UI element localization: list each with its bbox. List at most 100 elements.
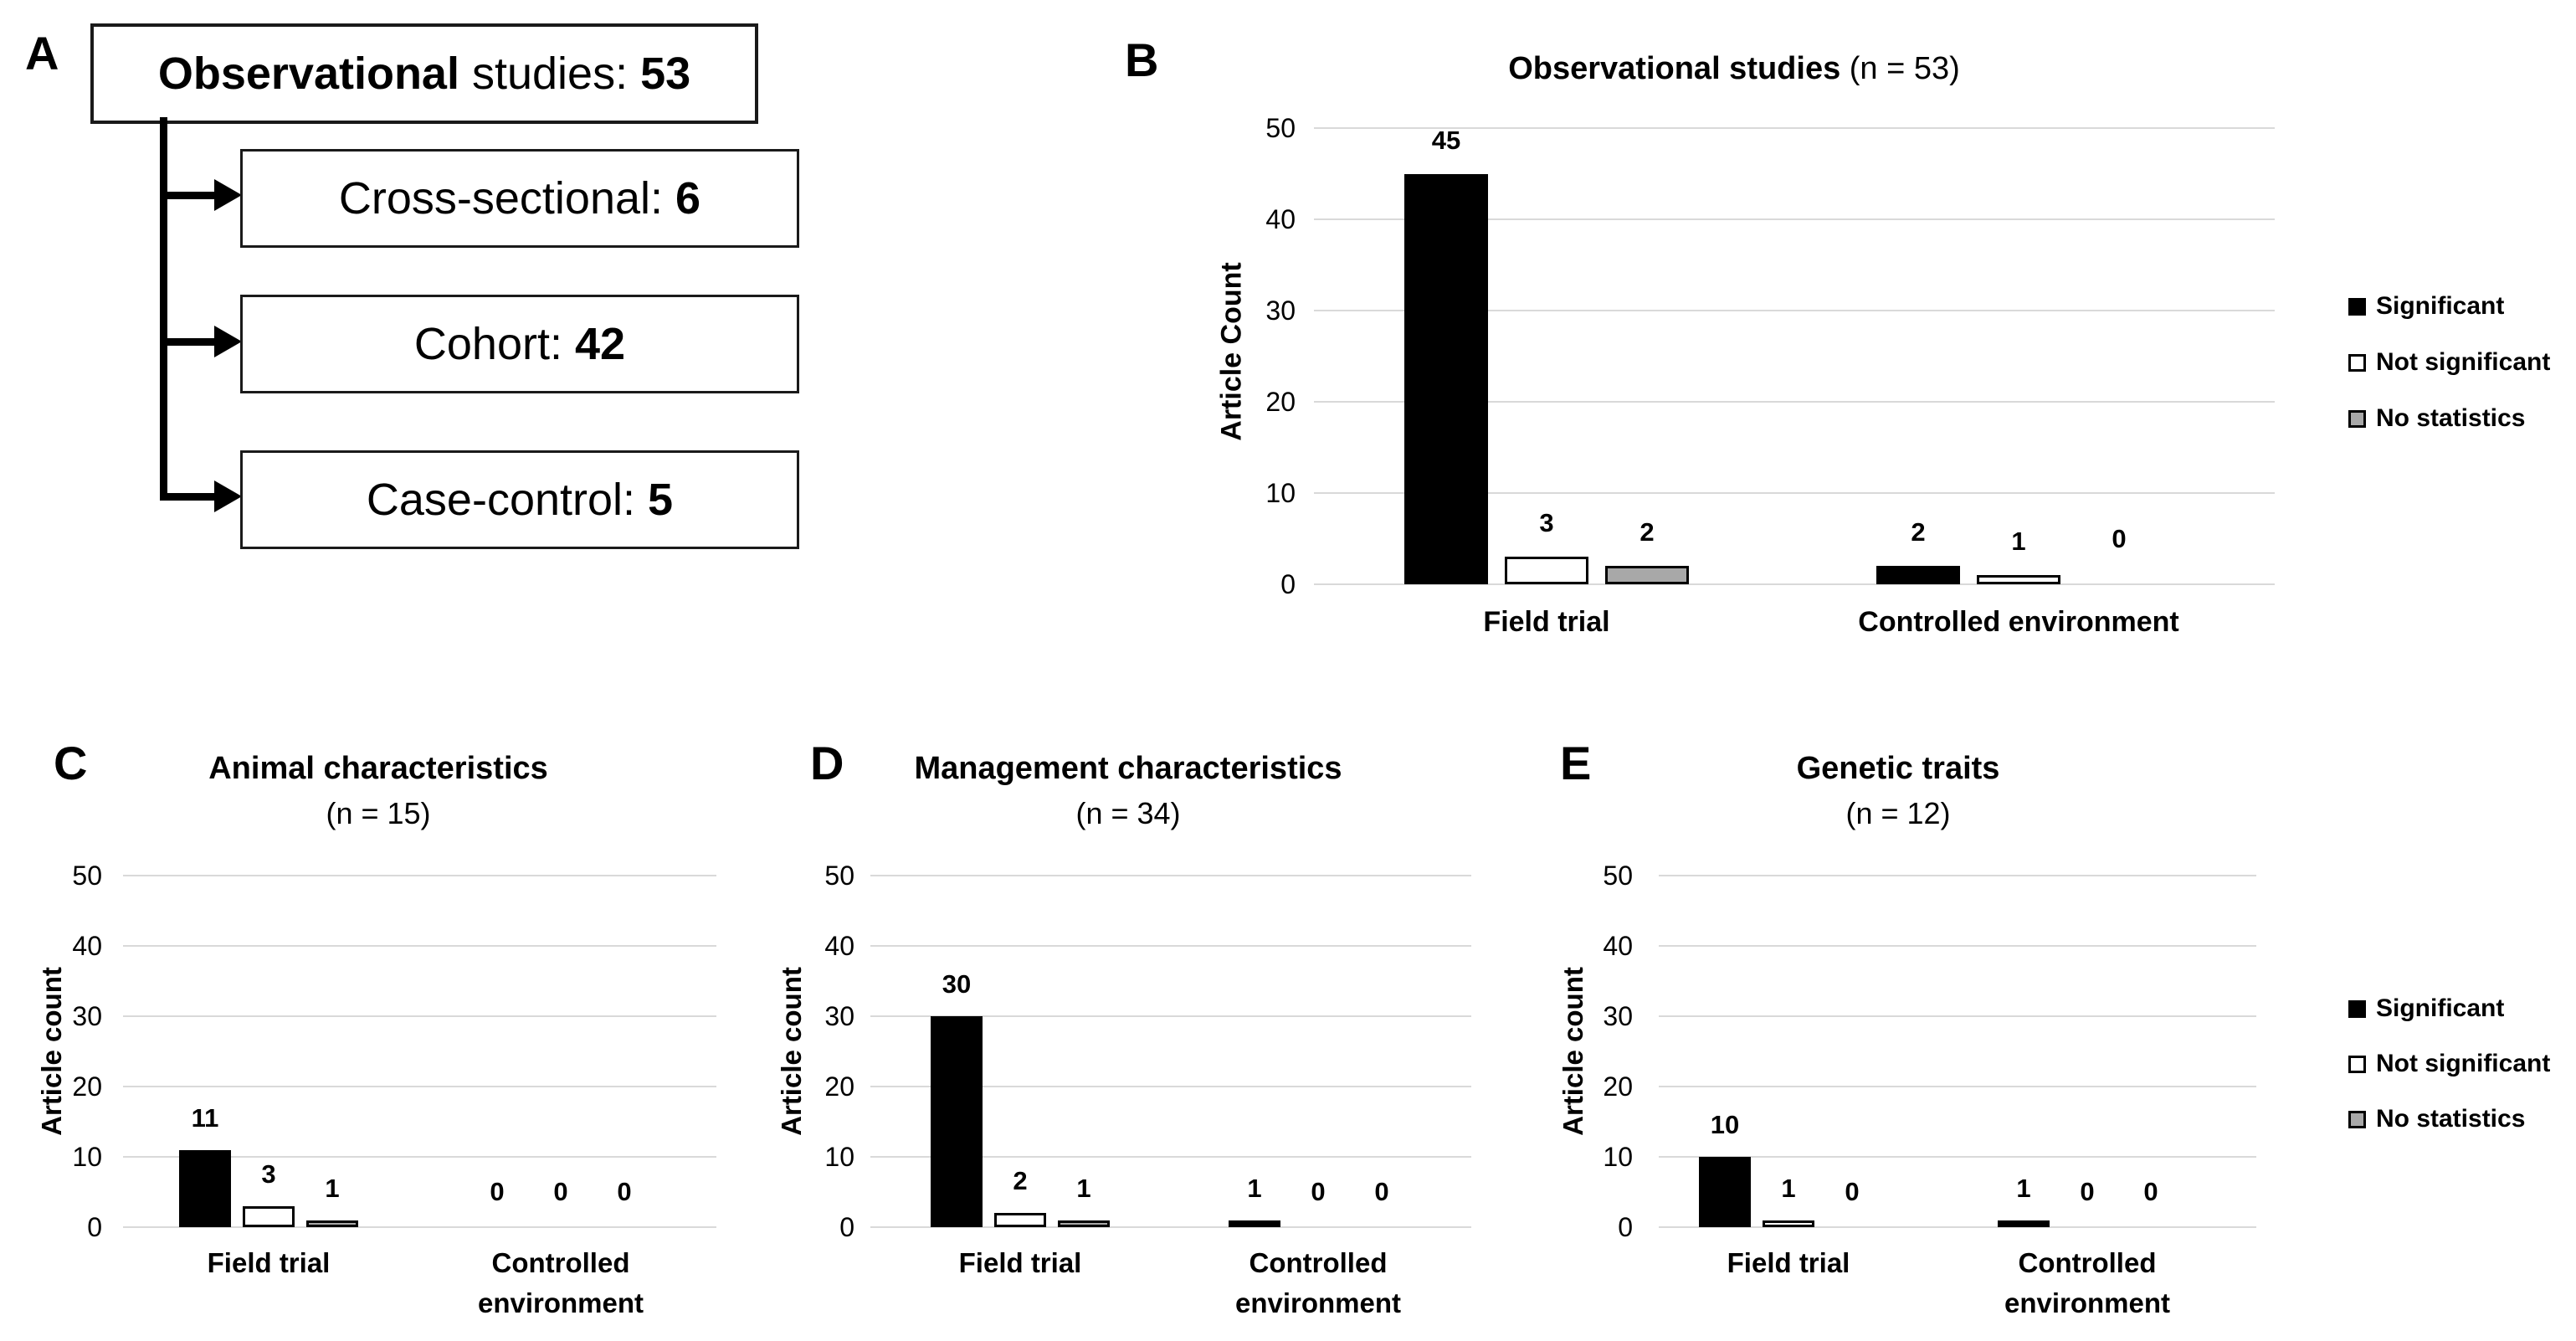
y-tick-label: 0 bbox=[839, 1212, 854, 1242]
y-tick-label: 30 bbox=[1603, 1001, 1633, 1031]
legend-label: Significant bbox=[2376, 292, 2505, 320]
x-category-label: Controlled environment bbox=[1858, 606, 2179, 638]
y-tick-label: 30 bbox=[1265, 295, 1296, 326]
bar-value-label: 3 bbox=[1539, 508, 1554, 538]
y-tick-label: 10 bbox=[824, 1142, 854, 1172]
bar-value-label: 1 bbox=[1076, 1173, 1091, 1203]
gridline-20 bbox=[1659, 1086, 2256, 1087]
chart-title: Animal characteristics bbox=[0, 750, 880, 787]
x-category-label: Field trial bbox=[1483, 606, 1610, 638]
bar-value-label: 30 bbox=[942, 969, 972, 999]
y-tick-label: 50 bbox=[1603, 861, 1633, 891]
bar-d-controlled-environment-significant bbox=[1229, 1220, 1280, 1227]
y-axis-title: Article count bbox=[1557, 967, 1588, 1136]
legend-swatch-significant bbox=[2348, 1000, 2366, 1018]
bar-value-label: 10 bbox=[1710, 1110, 1740, 1139]
bar-value-label: 0 bbox=[2143, 1177, 2158, 1206]
y-tick-label: 0 bbox=[87, 1212, 102, 1242]
bar-value-label: 0 bbox=[2080, 1177, 2095, 1206]
gridline-40 bbox=[1659, 945, 2256, 947]
y-tick-label: 20 bbox=[824, 1071, 854, 1102]
legend-label: Not significant bbox=[2376, 1050, 2551, 1077]
bar-value-label: 0 bbox=[1311, 1177, 1326, 1206]
legend-label: Not significant bbox=[2376, 348, 2551, 376]
gridline-20 bbox=[1314, 401, 2275, 403]
y-tick-label: 40 bbox=[824, 931, 854, 961]
gridline-0 bbox=[870, 1226, 1471, 1228]
gridline-0 bbox=[1314, 583, 2275, 585]
panel-label-d: D bbox=[810, 737, 844, 789]
flowchart-child-count: 6 bbox=[675, 173, 701, 224]
bar-value-label: 3 bbox=[261, 1159, 276, 1189]
bar-value-label: 0 bbox=[2112, 524, 2127, 553]
arrow-right-icon bbox=[214, 326, 242, 357]
gridline-40 bbox=[1314, 218, 2275, 220]
flowchart-child-label: Case-control: bbox=[366, 475, 649, 525]
x-category-label: Field trial bbox=[1727, 1247, 1850, 1278]
legend-swatch-no-statistics bbox=[2348, 410, 2366, 428]
y-tick-label: 20 bbox=[72, 1071, 102, 1102]
y-tick-label: 40 bbox=[1265, 204, 1296, 234]
x-category-label: environment bbox=[477, 1287, 644, 1318]
flowchart-connector-3 bbox=[160, 493, 217, 501]
chart-title: Genetic traits bbox=[1396, 750, 2400, 787]
bar-value-label: 1 bbox=[1247, 1173, 1262, 1203]
bar-value-label: 0 bbox=[553, 1177, 568, 1206]
bar-value-label: 45 bbox=[1431, 125, 1461, 155]
gridline-30 bbox=[1314, 310, 2275, 311]
gridline-0 bbox=[1659, 1226, 2256, 1228]
flowchart-box-cohort: Cohort: 42 bbox=[240, 295, 799, 393]
gridline-20 bbox=[870, 1086, 1471, 1087]
x-category-label: Controlled bbox=[2018, 1247, 2157, 1278]
bar-e-field-trial-not-significant bbox=[1763, 1220, 1814, 1227]
y-tick-label: 10 bbox=[72, 1142, 102, 1172]
bar-b-controlled-environment-significant bbox=[1876, 566, 1960, 584]
y-tick-label: 10 bbox=[1603, 1142, 1633, 1172]
y-tick-label: 30 bbox=[824, 1001, 854, 1031]
y-tick-label: 50 bbox=[824, 861, 854, 891]
chart-title-n: (n = 34) bbox=[1075, 796, 1181, 830]
legend-swatch-significant bbox=[2348, 298, 2366, 316]
arrow-right-icon bbox=[214, 179, 242, 211]
bar-value-label: 11 bbox=[191, 1102, 219, 1133]
flowchart-box-case-control: Case-control: 5 bbox=[240, 450, 799, 549]
y-tick-label: 20 bbox=[1265, 387, 1296, 417]
bar-value-label: 1 bbox=[2016, 1173, 2031, 1203]
x-category-label: environment bbox=[1234, 1287, 1402, 1318]
gridline-50 bbox=[870, 875, 1471, 876]
gridline-50 bbox=[1314, 127, 2275, 129]
gridline-0 bbox=[123, 1226, 716, 1228]
bar-value-label: 1 bbox=[2011, 527, 2026, 557]
flowchart-child-count: 42 bbox=[575, 319, 626, 369]
chart-title-main: Genetic traits bbox=[1796, 751, 2000, 786]
bar-value-label: 1 bbox=[325, 1173, 340, 1203]
x-category-label: Controlled bbox=[1249, 1247, 1388, 1278]
bar-value-label: 0 bbox=[490, 1177, 505, 1206]
arrow-right-icon bbox=[214, 480, 242, 512]
y-tick-label: 50 bbox=[72, 861, 102, 891]
x-category-label: Field trial bbox=[207, 1247, 331, 1278]
y-tick-label: 50 bbox=[1265, 113, 1296, 143]
flowchart-child-label: Cross-sectional: bbox=[338, 173, 676, 224]
panel-label-c: C bbox=[54, 737, 88, 789]
y-tick-label: 20 bbox=[1603, 1071, 1633, 1102]
bar-b-field-trial-significant bbox=[1404, 173, 1488, 584]
flowchart-child-count: 5 bbox=[648, 475, 674, 525]
gridline-40 bbox=[123, 945, 716, 947]
x-category-label: environment bbox=[2004, 1287, 2171, 1318]
chart-title: Management characteristics bbox=[626, 750, 1630, 787]
y-tick-label: 0 bbox=[1618, 1212, 1633, 1242]
y-tick-label: 10 bbox=[1265, 478, 1296, 508]
gridline-10 bbox=[1659, 1156, 2256, 1158]
bar-b-controlled-environment-not-significant bbox=[1977, 575, 2060, 584]
bar-b-field-trial-not-significant bbox=[1505, 557, 1588, 584]
gridline-50 bbox=[123, 875, 716, 876]
flowchart-connector-1 bbox=[160, 192, 217, 199]
legend-swatch-no-statistics bbox=[2348, 1111, 2366, 1128]
bar-c-field-trial-not-significant bbox=[243, 1205, 295, 1227]
bar-value-label: 2 bbox=[1911, 517, 1926, 547]
bar-c-field-trial-significant bbox=[179, 1149, 231, 1227]
gridline-30 bbox=[870, 1015, 1471, 1017]
y-tick-label: 30 bbox=[72, 1001, 102, 1031]
